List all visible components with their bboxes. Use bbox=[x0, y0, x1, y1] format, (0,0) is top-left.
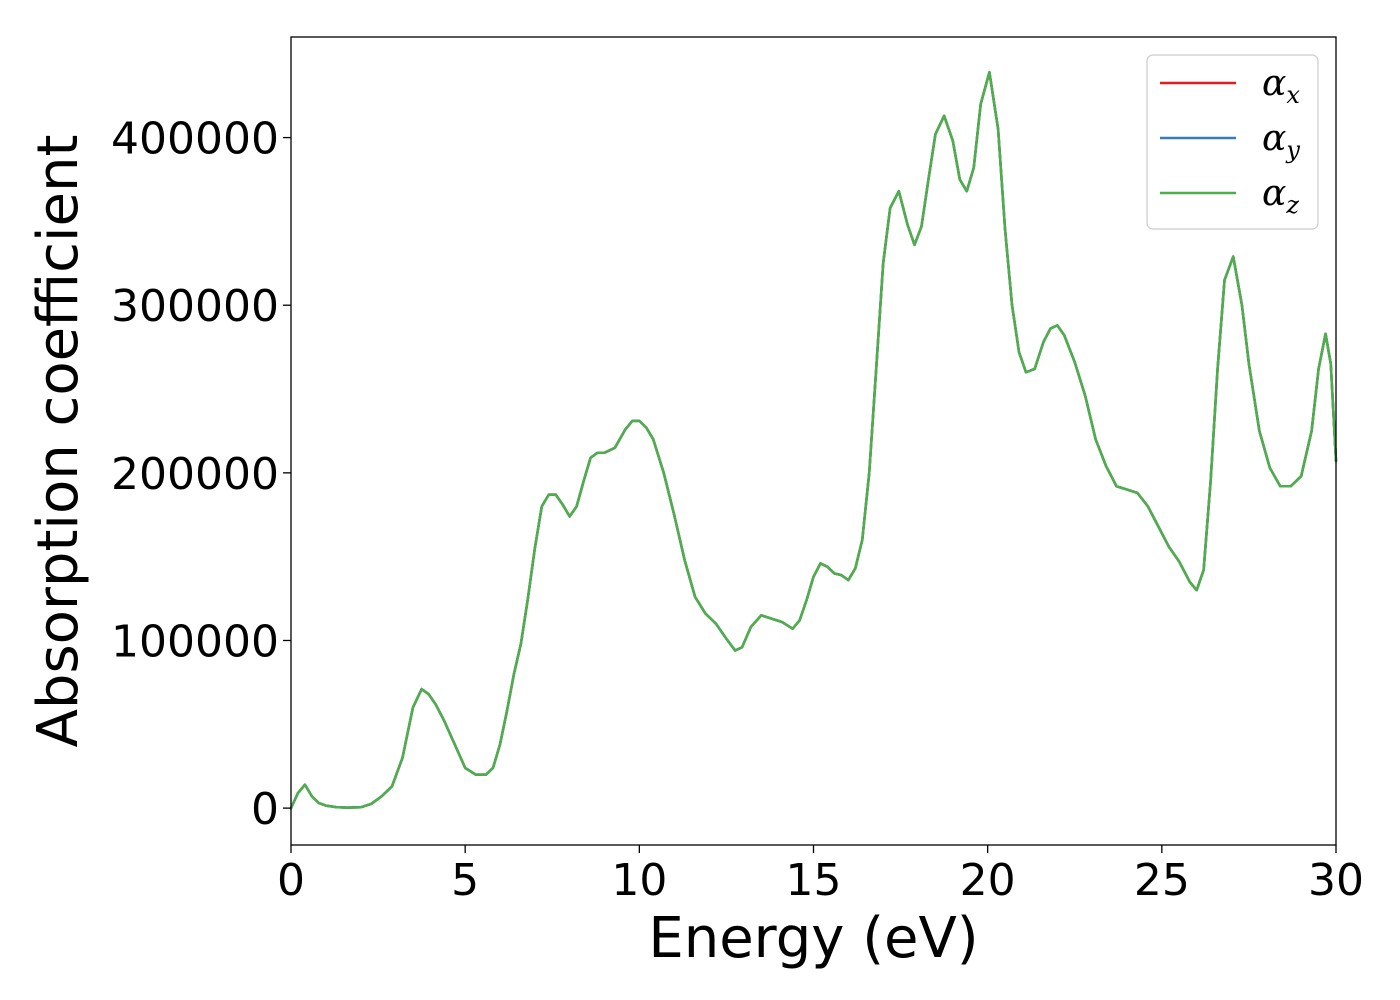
x-tick-label: 20 bbox=[960, 855, 1016, 906]
x-tick-label: 0 bbox=[277, 855, 305, 906]
series-line-z bbox=[289, 70, 1338, 810]
y-tick-label: 400000 bbox=[111, 114, 279, 165]
y-tick-label: 100000 bbox=[111, 616, 279, 667]
y-axis: 0 100000 200000 300000 400000 bbox=[111, 114, 291, 835]
legend-box bbox=[1146, 54, 1319, 230]
x-tick-label: 5 bbox=[451, 855, 479, 906]
x-tick-label: 30 bbox=[1308, 855, 1364, 906]
x-axis: 0 5 10 15 20 25 30 bbox=[277, 845, 1364, 906]
legend: αx αy αz bbox=[1146, 54, 1319, 230]
x-tick-label: 15 bbox=[786, 855, 842, 906]
x-axis-title: Energy (eV) bbox=[648, 906, 978, 971]
y-axis-title: Absorption coefficient bbox=[26, 135, 91, 748]
legend-label-x: αx bbox=[1262, 63, 1300, 109]
x-tick-label: 10 bbox=[611, 855, 667, 906]
plot-lines bbox=[289, 70, 1338, 810]
legend-label-y: αy bbox=[1262, 118, 1300, 164]
y-tick-label: 0 bbox=[251, 784, 279, 835]
y-tick-label: 200000 bbox=[111, 449, 279, 500]
x-tick-label: 25 bbox=[1134, 855, 1190, 906]
legend-label-z: αz bbox=[1262, 173, 1299, 219]
y-tick-label: 300000 bbox=[111, 281, 279, 332]
